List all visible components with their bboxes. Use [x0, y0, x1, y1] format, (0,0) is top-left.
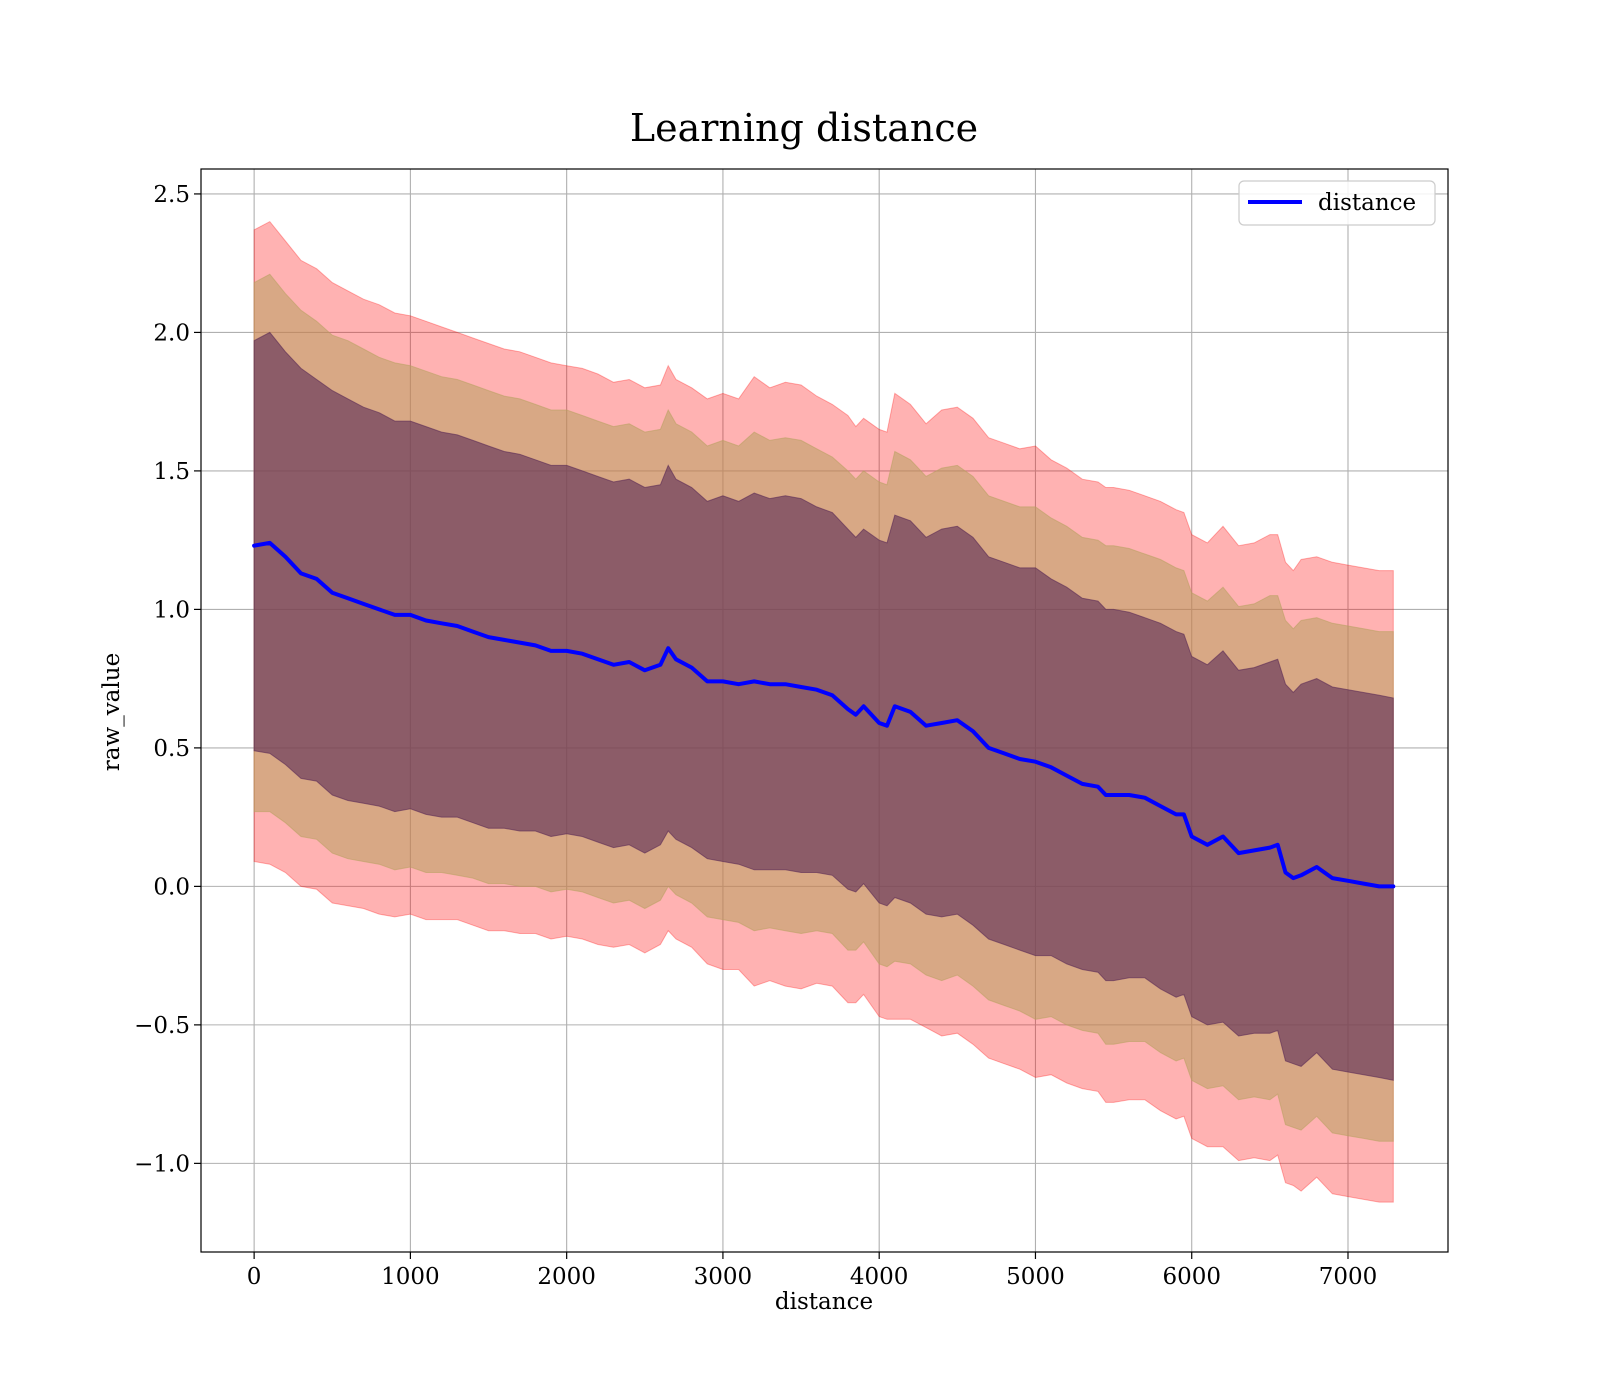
- series-line-distance: [252, 540, 1396, 889]
- x-tick-label: 0: [247, 1264, 262, 1290]
- axes-frame: [200, 168, 1449, 1253]
- y-tick-label: 1.0: [153, 597, 190, 623]
- confidence-bands: [253, 220, 1394, 1203]
- series-lines: [252, 540, 1396, 889]
- y-tick-label: 1.5: [153, 459, 190, 485]
- y-tick-label: 2.5: [153, 182, 190, 208]
- x-axis-ticks: 0 1000 2000 3000 4000 5000 6000 7000: [247, 1252, 1377, 1290]
- x-tick-label: 1000: [381, 1264, 440, 1290]
- legend: distance: [1238, 180, 1436, 226]
- y-tick-label: −0.5: [134, 1013, 190, 1039]
- y-tick-label: 0.5: [153, 736, 190, 762]
- x-tick-label: 2000: [537, 1264, 596, 1290]
- x-tick-label: 6000: [1162, 1264, 1221, 1290]
- x-tick-label: 7000: [1319, 1264, 1378, 1290]
- plot-area: [200, 168, 1449, 1253]
- y-tick-label: 2.0: [153, 320, 190, 346]
- band-3: [253, 331, 1394, 1081]
- x-tick-label: 5000: [1006, 1264, 1065, 1290]
- y-tick-label: −1.0: [134, 1151, 190, 1177]
- y-axis-label: raw_value: [99, 653, 125, 771]
- y-tick-label: 0.0: [153, 874, 190, 900]
- x-axis-label: distance: [775, 1289, 873, 1315]
- x-tick-label: 3000: [694, 1264, 753, 1290]
- x-tick-label: 4000: [850, 1264, 909, 1290]
- legend-label-distance: distance: [1318, 190, 1416, 216]
- chart-title: Learning distance: [630, 106, 978, 150]
- y-axis-ticks: −1.0 −0.5 0.0 0.5 1.0 1.5 2.0 2.5: [134, 182, 201, 1177]
- legend-box: [1238, 180, 1436, 226]
